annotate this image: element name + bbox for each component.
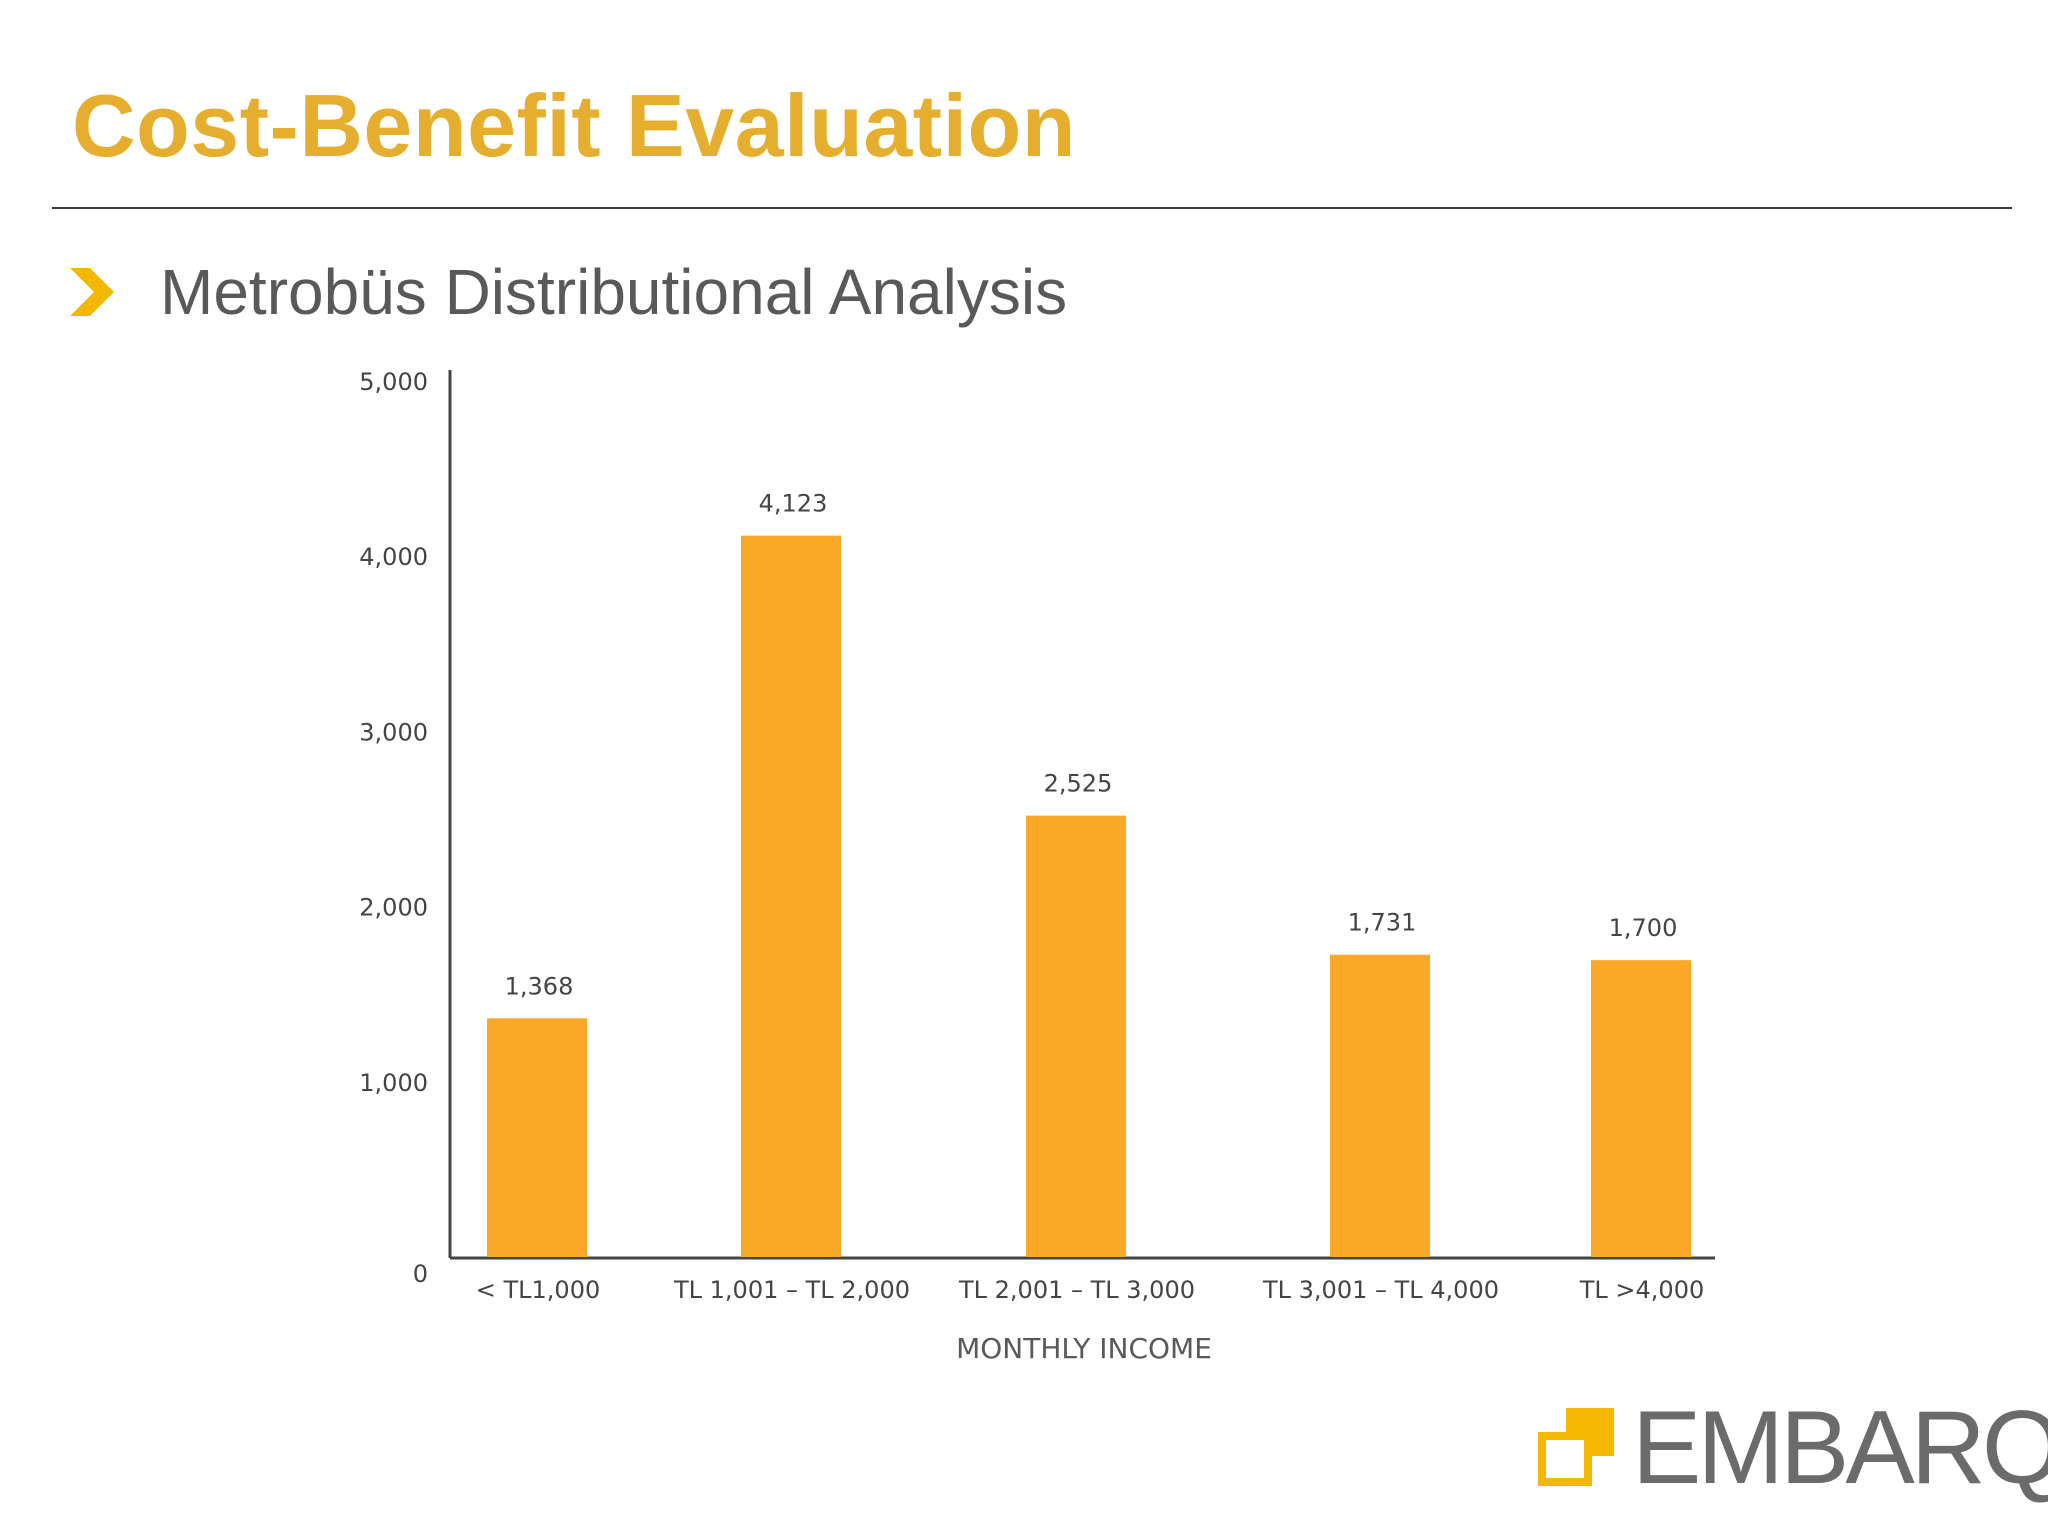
y-tick-label: 2,000	[359, 894, 428, 922]
y-tick-label: 1,000	[359, 1069, 428, 1097]
chart-axes	[448, 370, 1715, 1260]
chart-svg: 0 1,000 2,000 3,000 4,000 5,000 1,368 < TL1,000…	[359, 368, 1715, 1365]
embarq-logo-mark-icon	[1538, 1408, 1614, 1486]
title-divider	[52, 207, 2012, 209]
y-tick-label: 5,000	[359, 368, 428, 396]
chevron-right-icon	[70, 268, 114, 316]
chart-labels: 0 1,000 2,000 3,000 4,000 5,000 1,368 < TL1,000…	[359, 368, 1704, 1365]
subtitle-row: Metrobüs Distributional Analysis	[68, 252, 1067, 332]
bar-value-label: 2,525	[1044, 770, 1113, 798]
bar-value-label: 1,731	[1348, 909, 1417, 937]
x-tick-label: < TL1,000	[476, 1276, 600, 1304]
bar	[1591, 960, 1691, 1257]
slide-title: Cost-Benefit Evaluation	[72, 76, 1077, 175]
bar-value-label: 4,123	[759, 490, 828, 518]
bar	[487, 1018, 587, 1257]
x-axis-title: MONTHLY INCOME	[956, 1332, 1212, 1365]
x-tick-label: TL >4,000	[1579, 1276, 1704, 1304]
bar-value-label: 1,368	[505, 972, 574, 1000]
embarq-logo: EMBARQ ®	[1536, 1390, 2048, 1506]
logo-mark-front-square	[1538, 1432, 1592, 1486]
bar	[1330, 954, 1430, 1257]
x-tick-label: TL 1,001 – TL 2,000	[673, 1276, 910, 1304]
bar	[741, 535, 841, 1257]
logo-wordmark: EMBARQ	[1632, 1390, 2048, 1506]
slide-subtitle: Metrobüs Distributional Analysis	[160, 256, 1068, 328]
x-tick-label: TL 2,001 – TL 3,000	[958, 1276, 1195, 1304]
chart-bars	[487, 535, 1691, 1257]
y-tick-label: 4,000	[359, 543, 428, 571]
y-tick-label: 3,000	[359, 718, 428, 746]
bar-chart: 0 1,000 2,000 3,000 4,000 5,000 1,368 < TL1,000…	[340, 360, 1760, 1370]
bar-value-label: 1,700	[1609, 914, 1678, 942]
bar	[1026, 815, 1126, 1257]
chevron-shape	[70, 268, 114, 316]
y-tick-label: 0	[413, 1260, 428, 1288]
x-tick-label: TL 3,001 – TL 4,000	[1262, 1276, 1499, 1304]
